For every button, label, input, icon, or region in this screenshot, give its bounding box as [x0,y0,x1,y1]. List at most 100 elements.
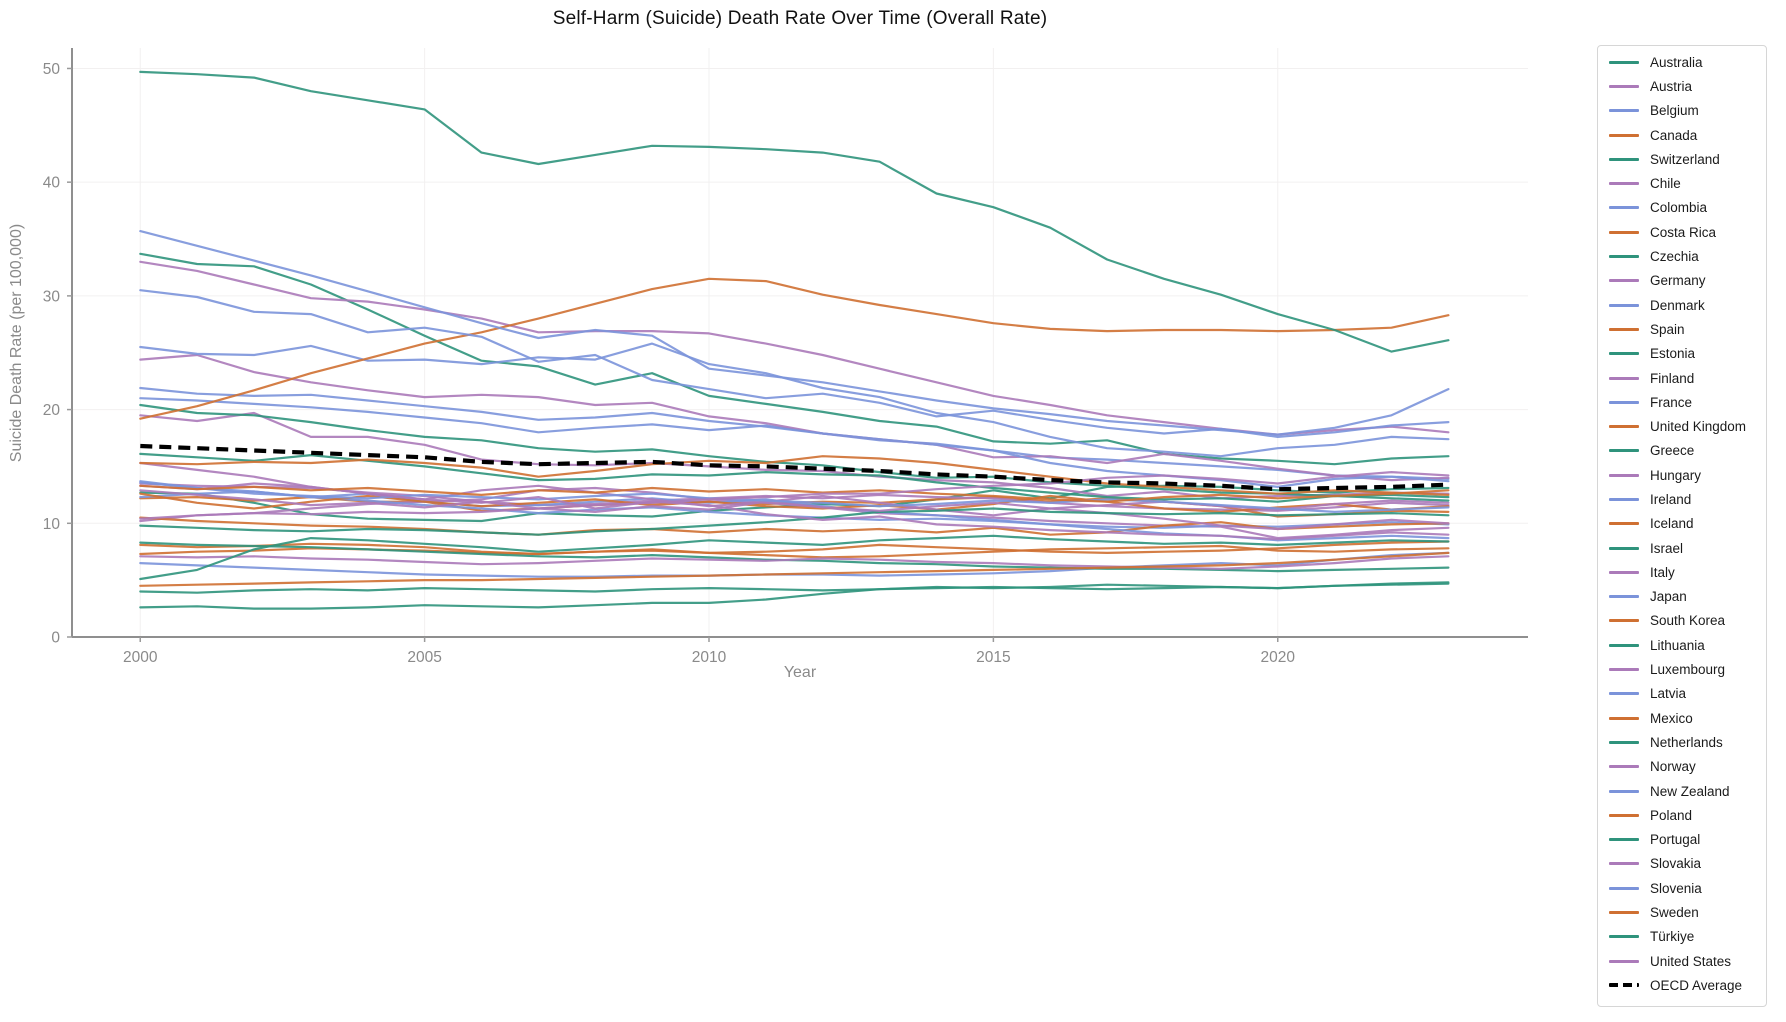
legend-line-swatch [1609,449,1639,453]
legend-line-swatch [1609,716,1639,720]
legend-label: Luxembourg [1650,662,1726,678]
y-axis-label: Suicide Death Rate (per 100,000) [8,223,25,463]
legend-line-swatch [1609,935,1639,939]
legend-label: Ireland [1650,491,1692,507]
series-line-japan [139,342,1450,458]
series-line-latvia [139,230,1450,436]
legend-label: Spain [1650,321,1685,337]
legend-label: Australia [1650,54,1703,70]
legend-label: France [1650,394,1693,410]
legend-item-france: France [1609,390,1766,414]
legend-item-italy: Italy [1609,560,1766,584]
legend-item-oecd-average: OECD Average [1609,973,1766,997]
legend-line-swatch [1609,522,1639,526]
legend-item-estonia: Estonia [1609,342,1766,366]
legend-item-netherlands: Netherlands [1609,730,1766,754]
y-tick-label: 20 [43,402,61,419]
legend-item-denmark: Denmark [1609,293,1766,317]
legend-label: Israel [1650,540,1684,556]
legend-label: OECD Average [1650,977,1743,993]
series-line-united-kingdom [139,516,1450,536]
legend-label: Türkiye [1650,929,1695,945]
legend-item-canada: Canada [1609,123,1766,147]
legend-line-swatch [1609,206,1639,210]
legend: Australia Austria Belgium Canada Switzerland… [1597,45,1767,1007]
legend-item-sweden: Sweden [1609,900,1766,924]
x-tick-label: 2010 [692,649,727,666]
series-line-france [139,386,1450,488]
legend-line-swatch [1609,303,1639,307]
legend-line-swatch [1609,813,1639,817]
legend-line-swatch [1609,60,1639,64]
legend-item-latvia: Latvia [1609,682,1766,706]
legend-line-swatch [1609,692,1639,696]
series-line-slovakia [139,482,1450,541]
legend-label: Switzerland [1650,151,1720,167]
legend-line-swatch [1609,279,1639,283]
legend-label: Costa Rica [1650,224,1717,240]
legend-item-united-states: United States [1609,949,1766,973]
legend-label: Finland [1650,370,1695,386]
legend-item-slovakia: Slovakia [1609,852,1766,876]
x-tick-label: 2005 [407,649,441,666]
legend-label: Slovakia [1650,856,1702,872]
legend-item-poland: Poland [1609,803,1766,827]
legend-line-swatch [1609,911,1639,915]
legend-line-swatch [1609,352,1639,356]
legend-line-swatch [1609,497,1639,501]
chart-title: Self-Harm (Suicide) Death Rate Over Time… [552,8,1048,29]
legend-label: Czechia [1650,249,1699,265]
legend-item-colombia: Colombia [1609,196,1766,220]
legend-item-slovenia: Slovenia [1609,876,1766,900]
legend-line-swatch [1609,376,1639,380]
series-line-portugal [139,534,1450,581]
legend-line-swatch [1609,668,1639,672]
legend-label: Portugal [1650,832,1701,848]
legend-label: Netherlands [1650,734,1723,750]
legend-line-swatch [1609,546,1639,550]
series-line-mexico [139,551,1450,587]
legend-label: Estonia [1650,346,1696,362]
legend-line-swatch [1609,959,1639,963]
legend-label: Colombia [1650,200,1708,216]
legend-label: Norway [1650,759,1696,775]
legend-label: Lithuania [1650,637,1705,653]
legend-label: Denmark [1650,297,1705,313]
legend-item-australia: Australia [1609,50,1766,74]
series-line-türkiye [139,582,1450,594]
legend-item-switzerland: Switzerland [1609,147,1766,171]
legend-line-swatch [1609,230,1639,234]
legend-line-swatch [1609,886,1639,890]
legend-label: New Zealand [1650,783,1730,799]
legend-item-israel: Israel [1609,536,1766,560]
legend-label: Mexico [1650,710,1693,726]
legend-line-swatch [1609,619,1639,623]
legend-item-south-korea: South Korea [1609,609,1766,633]
legend-label: Chile [1650,176,1681,192]
series-line-finland [139,353,1450,482]
series-line-sweden [139,484,1450,503]
legend-label: Austria [1650,78,1693,94]
legend-item-germany: Germany [1609,269,1766,293]
legend-line-swatch [1609,473,1639,477]
series-line-slovenia [139,289,1450,438]
legend-label: Canada [1650,127,1698,143]
y-tick-label: 50 [43,61,61,78]
legend-item-new-zealand: New Zealand [1609,779,1766,803]
legend-item-lithuania: Lithuania [1609,633,1766,657]
legend-line-swatch [1609,838,1639,842]
legend-line-swatch [1609,182,1639,186]
y-tick-label: 0 [51,630,60,647]
legend-line-swatch [1609,327,1639,331]
legend-item-finland: Finland [1609,366,1766,390]
legend-line-swatch [1609,789,1639,793]
y-tick-label: 40 [43,175,61,192]
legend-label: United Kingdom [1650,419,1747,435]
legend-line-swatch [1609,133,1639,137]
legend-line-swatch [1609,84,1639,88]
legend-label: Poland [1650,807,1693,823]
legend-line-swatch [1609,740,1639,744]
series-line-estonia [139,252,1450,466]
legend-label: Iceland [1650,516,1694,532]
